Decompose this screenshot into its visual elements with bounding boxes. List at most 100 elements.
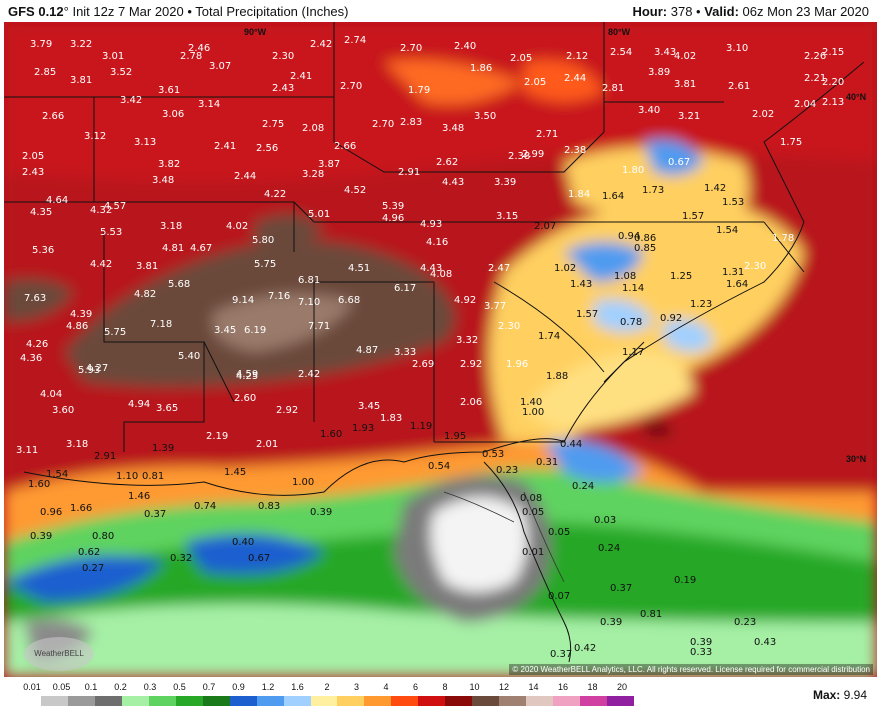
precip-value-label: 3.01 [102,51,125,62]
max-number: 9.94 [843,688,867,702]
precip-value-label: 7.71 [308,321,331,332]
precip-value-label: 1.54 [716,225,739,236]
precip-value-label: 2.43 [272,83,295,94]
init-time: Init 12z 7 Mar 2020 [72,4,184,19]
precip-value-label: 4.67 [190,243,213,254]
legend-tick-label: 0.2 [114,682,127,692]
legend-tick-label: 3 [353,682,359,692]
hour-label: Hour: [632,4,668,19]
legend-tick-label: 0.5 [173,682,186,692]
precip-value-label: 2.15 [822,47,845,58]
precip-value-label: 2.69 [412,359,435,370]
precip-value-label: 1.66 [70,503,93,514]
precip-value-label: 4.92 [454,295,477,306]
precip-value-label: 3.15 [496,211,519,222]
lon-label-90w: 90°W [244,27,267,37]
legend-tick-label: 0.7 [202,682,216,692]
precip-value-label: 5.01 [308,209,331,220]
legend-swatch [256,696,285,706]
precip-value-label: 2.26 [804,51,827,62]
precip-value-label: 3.22 [70,39,93,50]
legend-swatch [445,696,473,706]
legend-tick-label: 0.01 [23,682,41,692]
precip-value-label: 2.70 [372,119,395,130]
precip-value-label: 2.21 [804,73,827,84]
precip-value-label: 2.19 [206,431,229,442]
precip-value-label: 4.82 [134,289,157,300]
legend-tick-label: 20 [616,682,627,692]
legend-tick-label: 0.3 [143,682,157,692]
precip-value-label: 2.30 [272,51,295,62]
precip-value-label: 2.47 [488,263,511,274]
precip-value-label: 1.57 [682,211,705,222]
precip-value-label: 4.87 [356,345,379,356]
precip-value-label: 0.83 [258,501,281,512]
precip-value-label: 3.43 [654,47,677,58]
precip-value-label: 3.21 [678,111,701,122]
precip-value-label: 1.64 [602,191,625,202]
precip-value-label: 1.60 [28,479,51,490]
precip-value-label: 0.85 [634,243,657,254]
precip-value-label: 3.79 [30,39,53,50]
precip-value-label: 3.89 [648,67,671,78]
precip-value-label: 4.35 [30,207,53,218]
precip-value-label: 2.30 [498,321,521,332]
precip-value-label: 2.61 [728,81,751,92]
precip-value-label: 2.42 [310,39,333,50]
precip-value-label: 5.75 [104,327,127,338]
precip-value-label: 4.93 [420,219,443,230]
precip-value-label: 0.94 [618,231,641,242]
precip-value-label: 0.19 [674,575,697,586]
legend-swatch [337,696,365,706]
precip-value-label: 3.32 [456,335,479,346]
precip-value-label: 2.71 [536,129,559,140]
precip-value-label: 0.53 [482,449,505,460]
precip-value-label: 1.80 [622,165,645,176]
precip-value-label: 5.36 [32,245,55,256]
precip-value-label: 0.44 [560,439,583,450]
legend-swatch [14,696,42,706]
precipitation-map: 90°W 80°W 40°N 30°N 3.79 3.22 2.46 2.74 2.42… [4,22,877,677]
precip-value-label: 1.95 [444,431,467,442]
precip-value-label: 3.18 [66,439,89,450]
precip-value-label: 1.45 [224,467,247,478]
precip-value-label: 2.46 [188,43,211,54]
precip-value-label: 4.32 [90,205,113,216]
precip-value-label: 2.44 [564,73,587,84]
legend-swatch [175,696,204,706]
legend-tick-label: 1.2 [261,682,275,692]
precip-value-label: 7.10 [298,297,321,308]
precip-value-label: 3.52 [110,67,133,78]
precip-value-label: 3.28 [302,169,325,180]
precip-value-label: 1.14 [622,283,645,294]
precip-value-label: 1.00 [292,477,315,488]
precip-value-label: 4.96 [382,213,405,224]
precip-value-label: 2.04 [794,99,817,110]
precip-value-label: 1.88 [546,371,569,382]
precip-value-label: 3.65 [156,403,179,414]
precip-value-label: 1.54 [46,469,69,480]
legend-swatch [310,696,338,706]
legend-tick-label: 1.6 [291,682,304,692]
precip-value-label: 1.08 [614,271,637,282]
precip-value-label: 0.03 [594,515,617,526]
precip-value-label: 2.91 [398,167,421,178]
precip-value-label: 1.96 [506,359,529,370]
precip-value-label: 2.13 [822,97,845,108]
precip-value-label: 2.40 [454,41,477,52]
precip-value-label: 2.92 [276,405,299,416]
weatherbell-logo: WeatherBELL [24,637,94,671]
precip-value-label: 6.81 [298,275,321,286]
lon-label-80w: 80°W [608,27,631,37]
legend-swatch [121,696,150,706]
precip-value-label: 5.39 [382,201,405,212]
precip-value-label: 0.39 [690,637,713,648]
precip-value-label: 7.63 [24,293,47,304]
precip-value-label: 1.57 [576,309,599,320]
precip-value-label: 2.91 [94,451,117,462]
precip-value-label: 1.42 [704,183,727,194]
precip-value-label: 1.02 [554,263,577,274]
legend-swatch [67,696,96,706]
precip-value-label: 0.32 [170,553,193,564]
precip-value-label: 0.05 [522,507,545,518]
